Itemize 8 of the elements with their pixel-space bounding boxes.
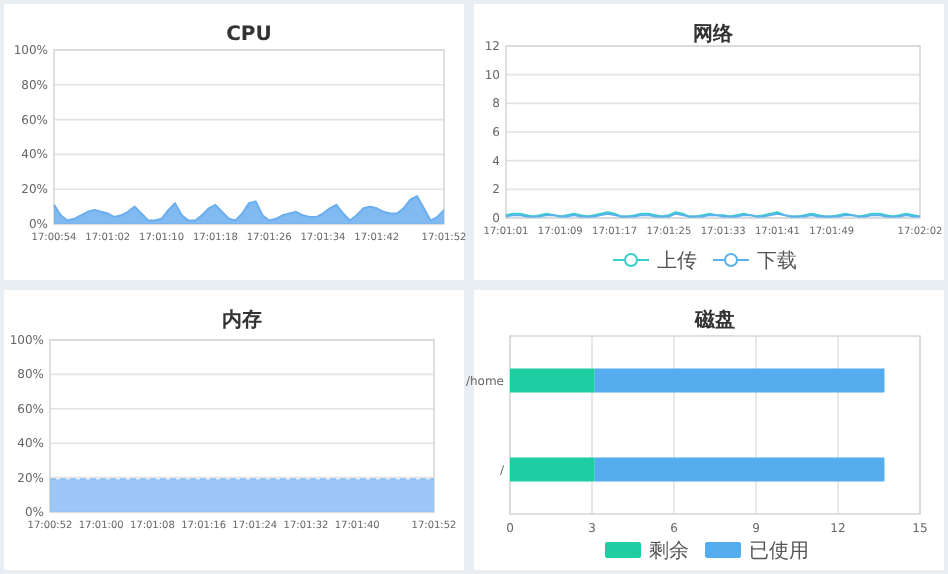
chart-title: CPU — [226, 24, 272, 46]
chart-title: 网络 — [693, 22, 735, 46]
legend-label: 已使用 — [749, 541, 809, 563]
legend-label: 剩余 — [649, 539, 689, 563]
legend-label: 上传 — [657, 249, 697, 273]
chart-title: 内存 — [222, 308, 262, 332]
chart-title: 磁盘 — [693, 308, 735, 332]
legend-label: 下载 — [757, 249, 797, 273]
